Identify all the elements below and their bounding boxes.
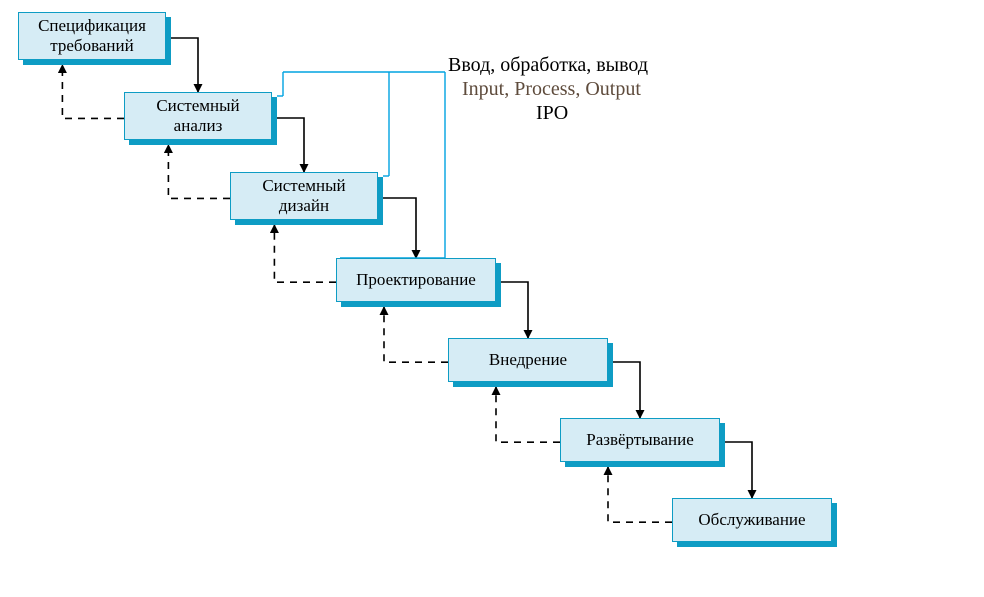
annotation-line3: IPO [536, 102, 568, 125]
node-n6: Развёртывание [560, 418, 720, 462]
annotation-line2: Input, Process, Output [462, 78, 641, 101]
node-n1: Спецификация требований [18, 12, 166, 60]
node-n4: Проектирование [336, 258, 496, 302]
annotation-line1: Ввод, обработка, вывод [448, 54, 648, 77]
node-n7: Обслуживание [672, 498, 832, 542]
diagram-stage: Ввод, обработка, вывод Input, Process, O… [0, 0, 984, 597]
node-n3: Системный дизайн [230, 172, 378, 220]
node-n5: Внедрение [448, 338, 608, 382]
node-n2: Системный анализ [124, 92, 272, 140]
